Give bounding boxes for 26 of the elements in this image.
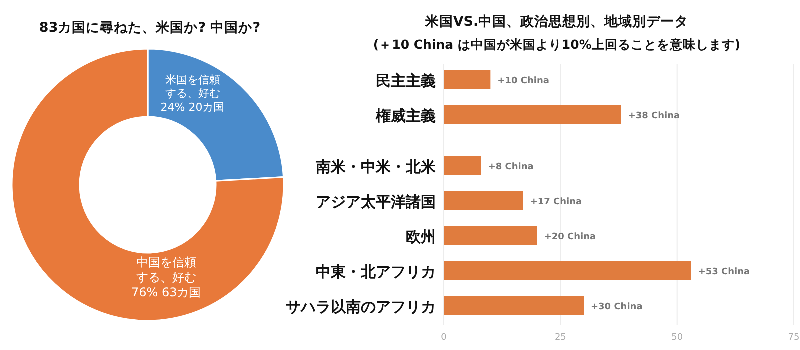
chart-title: 83カ国に尋ねた、米国か? 中国か? (39, 20, 261, 36)
y-tick-label: 民主主義 (376, 72, 436, 90)
data-label: +53 China (698, 268, 750, 278)
y-tick-label: 中東・北アフリカ (316, 263, 436, 281)
y-tick-label: アジア太平洋諸国 (316, 193, 436, 211)
x-tick-label: 25 (554, 333, 566, 343)
chart-title: 米国VS.中国、政治思想別、地域別データ (424, 14, 689, 30)
slice-label: 米国を信頼する、好む (165, 73, 220, 100)
donut-slice (11, 48, 285, 322)
y-tick-label: 欧州 (406, 228, 436, 246)
chart-subtitle: (＋10 China は中国が米国より10%上回ることを意味します) (373, 37, 741, 52)
y-tick-label: 南米・中米・北米 (315, 158, 437, 176)
slice-label: 中国を信頼する、好む (136, 255, 196, 284)
y-tick-label: 権威主義 (375, 107, 436, 125)
y-tick-label: サハラ以南のアフリカ (286, 298, 436, 316)
data-label: 76% 63カ国 (132, 285, 202, 300)
x-tick-label: 50 (672, 333, 684, 343)
data-label: +10 China (498, 76, 550, 86)
data-label: +30 China (591, 302, 643, 312)
data-label: +17 China (530, 198, 582, 208)
x-tick-label: 0 (441, 333, 448, 343)
data-label: +38 China (628, 112, 680, 122)
x-tick-label: 75 (788, 333, 800, 343)
data-label: +8 China (488, 162, 534, 172)
data-label: 24% 20カ国 (160, 100, 225, 114)
data-label: +20 China (544, 232, 596, 242)
